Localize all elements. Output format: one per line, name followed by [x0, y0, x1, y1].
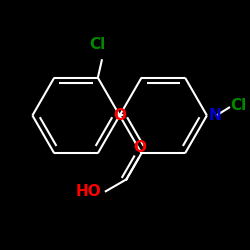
Text: HO: HO: [76, 184, 102, 199]
Text: O: O: [113, 108, 126, 123]
Text: N: N: [208, 108, 221, 123]
Text: Cl: Cl: [90, 37, 106, 52]
Text: Cl: Cl: [231, 98, 247, 114]
Text: O: O: [134, 140, 146, 155]
